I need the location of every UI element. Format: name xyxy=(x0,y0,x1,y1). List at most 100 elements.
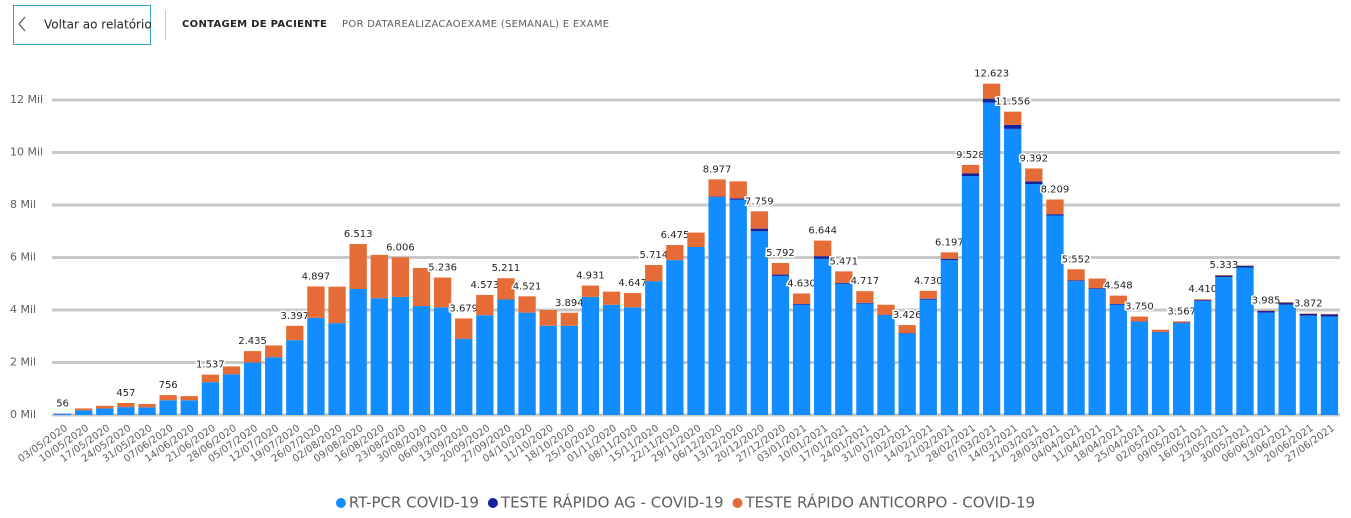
bar-segment xyxy=(771,274,790,276)
legend-label: TESTE RÁPIDO ANTICORPO - COVID-19 xyxy=(744,493,1035,512)
bar-segment xyxy=(1236,265,1254,266)
bar-segment xyxy=(877,315,895,415)
bar-segment xyxy=(898,333,916,415)
bar-segment xyxy=(666,245,684,261)
total-label: 4.548 xyxy=(1104,281,1133,292)
bar-segment xyxy=(1320,313,1339,315)
bar-segment xyxy=(750,231,769,415)
total-label: 2.435 xyxy=(238,336,267,347)
bar-segment xyxy=(1172,321,1191,323)
bar-segment xyxy=(1194,300,1212,301)
bar-segment xyxy=(1320,314,1339,317)
bar-segment xyxy=(117,403,135,408)
bar-segment xyxy=(1215,275,1233,276)
bar-segment xyxy=(856,303,874,415)
bar-segment xyxy=(1109,304,1127,415)
total-label: 6.513 xyxy=(344,229,373,240)
bar-segment xyxy=(1151,332,1170,415)
bar-segment xyxy=(1299,313,1317,316)
bar-segment xyxy=(433,277,452,308)
total-label: 3.985 xyxy=(1252,295,1281,306)
total-label: 9.392 xyxy=(1020,153,1049,164)
y-tick-label: 8 Mil xyxy=(10,198,36,211)
bar-segment xyxy=(412,268,431,307)
total-label: 4.647 xyxy=(618,278,647,289)
total-label: 3.426 xyxy=(893,310,922,321)
bar-segment xyxy=(940,260,959,415)
bar-segment xyxy=(1278,302,1296,305)
total-label: 3.750 xyxy=(1125,302,1154,313)
back-button[interactable] xyxy=(13,5,151,45)
bar-segment xyxy=(455,338,473,415)
bar-segment xyxy=(243,362,262,415)
bar-segment xyxy=(687,247,705,415)
bar-segment xyxy=(1025,168,1043,182)
bar-segment xyxy=(75,410,93,415)
bar-segment xyxy=(961,176,980,415)
bar-segment xyxy=(645,281,663,415)
bar-segment xyxy=(201,382,220,415)
bar-segment xyxy=(814,258,832,415)
bar-segment xyxy=(497,299,515,415)
bar-segment xyxy=(666,260,684,415)
bar-segment xyxy=(476,294,494,316)
total-label: 11.556 xyxy=(995,97,1030,108)
bar-segment xyxy=(370,254,388,299)
total-label: 5.333 xyxy=(1210,260,1239,271)
bar-segment xyxy=(602,291,621,305)
bar-segment xyxy=(1151,329,1170,332)
bar-segment xyxy=(1130,321,1149,415)
bar-segment xyxy=(771,275,790,415)
bar-segment xyxy=(1088,288,1106,289)
bar-segment xyxy=(222,366,241,375)
bar-segment xyxy=(940,258,959,261)
legend-label: RT-PCR COVID-19 xyxy=(349,494,479,512)
bar-segment xyxy=(856,291,874,303)
total-label: 756 xyxy=(159,380,178,391)
bar-segment xyxy=(835,271,853,283)
bar-segment xyxy=(877,304,895,315)
bar-segment xyxy=(180,400,198,415)
legend-marker xyxy=(487,498,498,508)
bar-segment xyxy=(792,293,811,304)
bar-segment xyxy=(1025,181,1043,184)
bar-segment xyxy=(961,173,980,177)
total-label: 6.475 xyxy=(661,230,690,241)
bar-segment xyxy=(53,413,72,415)
bar-segment xyxy=(391,296,410,415)
y-tick-label: 6 Mil xyxy=(10,251,36,264)
bar-segment xyxy=(750,211,769,229)
bar-segment xyxy=(391,257,410,297)
total-label: 4.521 xyxy=(513,281,542,292)
bar-segment xyxy=(708,179,726,197)
bar-segment xyxy=(814,256,832,259)
total-label: 4.630 xyxy=(787,278,816,289)
total-label: 8.209 xyxy=(1041,185,1070,196)
bar-segment xyxy=(814,240,832,257)
total-label: 3.894 xyxy=(555,298,584,309)
total-label: 7.759 xyxy=(745,196,774,207)
bar-segment xyxy=(1151,331,1170,333)
bar-segment xyxy=(623,293,642,308)
total-label: 12.623 xyxy=(974,69,1009,80)
bar-segment xyxy=(729,198,747,200)
bar-segment xyxy=(433,307,452,415)
bar-segment xyxy=(180,396,198,401)
bar-segment xyxy=(1172,323,1191,415)
bar-segment xyxy=(412,306,431,415)
chart-subtitle: POR DATAREALIZACAOEXAME (SEMANAL) E EXAM… xyxy=(342,19,609,30)
bar-segment xyxy=(1088,278,1106,289)
bar-segment xyxy=(982,102,1001,415)
bar-segment xyxy=(96,405,114,409)
bar-segment xyxy=(455,318,473,339)
bar-segment xyxy=(349,289,367,415)
bar-segment xyxy=(1257,310,1275,311)
bar-segment xyxy=(1025,184,1043,415)
bar-segment xyxy=(1215,277,1233,415)
bar-segment xyxy=(940,252,959,259)
total-label: 56 xyxy=(56,399,69,410)
bar-segment xyxy=(1067,281,1085,415)
bar-segment xyxy=(1004,124,1022,129)
total-label: 4.573 xyxy=(471,280,500,291)
bar-segment xyxy=(159,395,177,401)
